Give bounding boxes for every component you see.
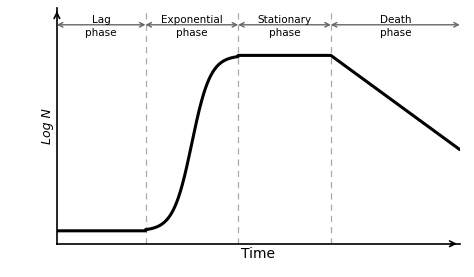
Text: Death
phase: Death phase (380, 16, 411, 38)
Text: Lag
phase: Lag phase (85, 16, 117, 38)
Text: Exponential
phase: Exponential phase (161, 16, 223, 38)
Text: Stationary
phase: Stationary phase (257, 16, 311, 38)
X-axis label: Time: Time (241, 247, 275, 261)
Y-axis label: Log N: Log N (41, 108, 54, 144)
